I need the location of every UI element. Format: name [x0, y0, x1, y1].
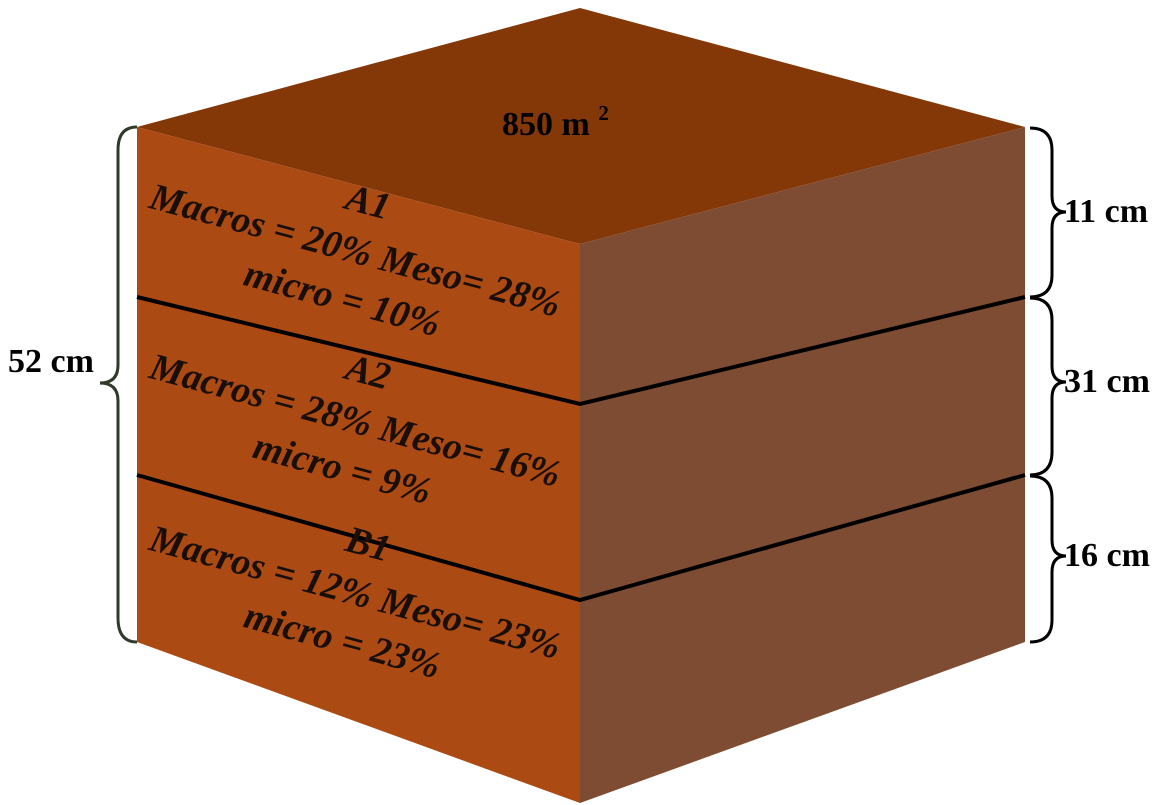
- layer-a1-thickness-label: 11 cm: [1064, 193, 1148, 230]
- side-face: [580, 127, 1025, 803]
- layer-b1-thickness-label: 16 cm: [1064, 537, 1150, 574]
- surface-area-exponent: 2: [598, 101, 609, 125]
- total-depth-brace: [99, 125, 138, 644]
- top-face: [137, 8, 1025, 244]
- total-depth-label: 52 cm: [8, 343, 94, 380]
- boundary-a2-b1: [136, 473, 1026, 603]
- layer-a1-thickness-brace: [1029, 126, 1067, 299]
- layer-b1-thickness-brace: [1029, 474, 1067, 644]
- layer-a2-thickness-label: 31 cm: [1064, 363, 1150, 400]
- surface-area-label: 850 m 2: [502, 101, 609, 143]
- layer-a2-thickness-brace: [1029, 296, 1067, 477]
- layer-boundaries: [136, 295, 1026, 603]
- front-face: [137, 127, 580, 803]
- surface-area-value: 850 m: [502, 106, 590, 143]
- boundary-a1-a2: [136, 295, 1026, 407]
